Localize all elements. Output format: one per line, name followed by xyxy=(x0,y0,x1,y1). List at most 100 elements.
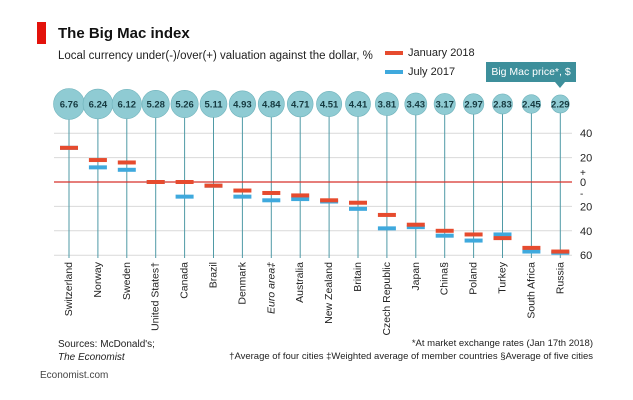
category-label: New Zealand xyxy=(323,262,335,324)
marker-jan-2018-11 xyxy=(377,212,396,217)
marker-jul-2017-10 xyxy=(349,206,367,211)
marker-jul-2017-2 xyxy=(117,167,136,172)
category-label: Turkey xyxy=(497,261,509,293)
chart-subtitle: Local currency under(-)/over(+) valuatio… xyxy=(58,50,373,62)
price-label-11: 3.81 xyxy=(378,100,397,111)
price-label-4: 5.26 xyxy=(175,100,194,111)
marker-jan-2018-15 xyxy=(493,236,512,241)
price-bubble-5 xyxy=(199,90,228,118)
y-tick-label: - xyxy=(580,189,583,200)
category-label: Britain xyxy=(352,262,364,292)
y-tick-label: 40 xyxy=(580,226,592,238)
category-label: Canada xyxy=(179,262,191,299)
category-label: United States† xyxy=(150,262,162,331)
marker-jan-2018-14 xyxy=(464,232,483,237)
price-bubble-7 xyxy=(257,90,285,118)
category-label: Australia xyxy=(294,262,306,303)
price-bubble-10 xyxy=(345,91,371,117)
category-label: Russia xyxy=(554,262,566,294)
category-label: Poland xyxy=(468,262,480,295)
legend-label-january-2018: January 2018 xyxy=(408,47,475,59)
marker-jan-2018-4 xyxy=(175,180,194,184)
category-label: Denmark xyxy=(236,261,248,304)
price-bubble-2 xyxy=(111,88,142,120)
marker-jul-2017-8 xyxy=(291,197,310,202)
category-label: China§ xyxy=(439,262,451,295)
category-label: Switzerland xyxy=(63,262,75,316)
price-bubble-4 xyxy=(170,90,199,118)
category-label: Sweden xyxy=(121,262,133,300)
y-tick-label: 20 xyxy=(580,153,592,165)
price-label-12: 3.43 xyxy=(407,100,426,111)
marker-jan-2018-3 xyxy=(146,180,165,184)
price-bubble-16 xyxy=(521,94,542,114)
legend-swatch-july-2017 xyxy=(385,70,403,75)
big-mac-price-label: Big Mac price*, $ xyxy=(486,62,576,82)
marker-jan-2018-17 xyxy=(551,249,570,254)
marker-jul-2017-14 xyxy=(464,238,483,243)
category-label: South Africa xyxy=(525,262,537,319)
marker-jan-2018-9 xyxy=(320,198,339,203)
price-label-8: 4.71 xyxy=(291,100,310,111)
price-bubble-6 xyxy=(228,90,256,118)
marker-jan-2018-8 xyxy=(291,193,310,198)
brand-label: Economist.com xyxy=(40,370,109,381)
y-tick-label: 0 xyxy=(580,177,586,189)
source-note: Sources: McDonald's; The Economist xyxy=(58,338,155,364)
marker-jul-2017-1 xyxy=(88,165,107,170)
brand-red-bar xyxy=(37,22,46,44)
y-tick-label: 40 xyxy=(580,128,592,140)
price-label-13: 3.17 xyxy=(435,100,454,111)
marker-jan-2018-0 xyxy=(60,145,78,150)
marker-jul-2017-12 xyxy=(406,225,425,230)
price-bubble-17 xyxy=(550,94,570,114)
marker-jan-2018-7 xyxy=(262,190,281,195)
price-label-5: 5.11 xyxy=(205,100,224,111)
marker-jan-2018-2 xyxy=(117,160,136,165)
price-bubble-14 xyxy=(463,93,485,115)
price-label-14: 2.97 xyxy=(464,100,483,111)
price-label-3: 5.28 xyxy=(146,100,165,111)
price-label-16: 2.45 xyxy=(522,100,541,111)
marker-jul-2017-15 xyxy=(493,232,512,237)
marker-jul-2017-11 xyxy=(377,226,396,231)
footnote-exchange-rates: *At market exchange rates (Jan 17th 2018… xyxy=(411,338,593,349)
price-label-17: 2.29 xyxy=(551,100,570,111)
y-tick-label: 60 xyxy=(580,250,592,262)
legend-label-july-2017: July 2017 xyxy=(408,66,456,78)
marker-jul-2017-6 xyxy=(233,194,252,199)
price-bubble-8 xyxy=(286,90,314,118)
marker-jul-2017-16 xyxy=(522,249,541,254)
category-label: Czech Republic xyxy=(381,262,393,336)
marker-jan-2018-12 xyxy=(406,222,425,227)
marker-jul-2017-7 xyxy=(262,198,281,203)
price-label-6: 4.93 xyxy=(233,100,252,111)
category-label: Norway xyxy=(92,261,104,297)
price-bubble-11 xyxy=(374,92,399,116)
marker-jan-2018-1 xyxy=(88,158,107,163)
price-bubble-3 xyxy=(141,90,170,118)
footnote-averages: †Average of four cities ‡Weighted averag… xyxy=(229,351,593,362)
price-bubble-9 xyxy=(316,91,343,117)
big-mac-price-arrow xyxy=(555,82,565,88)
chart-title: The Big Mac index xyxy=(58,25,190,42)
price-label-2: 6.12 xyxy=(118,100,137,111)
price-bubble-15 xyxy=(492,93,513,115)
price-label-9: 4.51 xyxy=(320,100,339,111)
price-label-1: 6.24 xyxy=(89,100,108,111)
marker-jan-2018-5 xyxy=(204,183,223,188)
price-bubble-13 xyxy=(433,93,456,115)
price-label-10: 4.41 xyxy=(349,100,368,111)
y-tick-label: 20 xyxy=(580,201,592,213)
price-label-0: 6.76 xyxy=(60,100,79,111)
legend-swatch-january-2018 xyxy=(385,51,403,56)
y-tick-label: + xyxy=(580,168,586,179)
category-label: Brazil xyxy=(208,262,220,288)
marker-jan-2018-16 xyxy=(522,245,541,250)
marker-jan-2018-6 xyxy=(233,188,252,193)
marker-jan-2018-13 xyxy=(435,228,454,233)
source-label: Sources: McDonald's; xyxy=(58,339,155,350)
category-label: Japan xyxy=(410,262,422,291)
